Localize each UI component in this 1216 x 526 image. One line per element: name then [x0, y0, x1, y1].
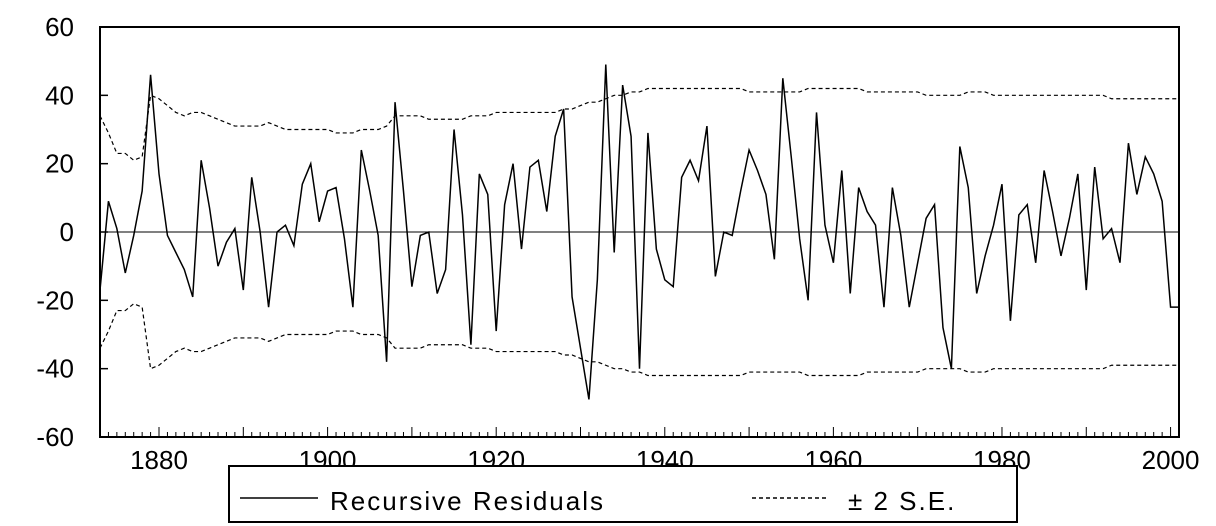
- y-tick-label: 60: [45, 12, 74, 42]
- legend-label-se: ± 2 S.E.: [848, 486, 956, 516]
- legend: Recursive Residuals ± 2 S.E.: [228, 465, 1018, 523]
- confidence-band: [99, 87, 1179, 377]
- x-tick-label: 1880: [130, 445, 188, 475]
- x-tick-label: 2000: [1142, 445, 1200, 475]
- upper-se-band-line: [99, 87, 1179, 161]
- y-tick-label: -60: [36, 422, 74, 452]
- y-tick-label: 40: [45, 80, 74, 110]
- y-tick-label: 0: [60, 217, 74, 247]
- legend-box: [228, 465, 1018, 523]
- lower-se-band-line: [99, 303, 1179, 377]
- y-tick-label: -40: [36, 354, 74, 384]
- recursive-residuals-line: [99, 64, 1179, 400]
- legend-label-residuals: Recursive Residuals: [330, 486, 605, 516]
- y-tick-label: -20: [36, 285, 74, 315]
- y-axis-tick-labels: 60 40 20 0 -20 -40 -60: [36, 12, 74, 452]
- y-tick-label: 20: [45, 149, 74, 179]
- plot-frame: [99, 26, 1180, 438]
